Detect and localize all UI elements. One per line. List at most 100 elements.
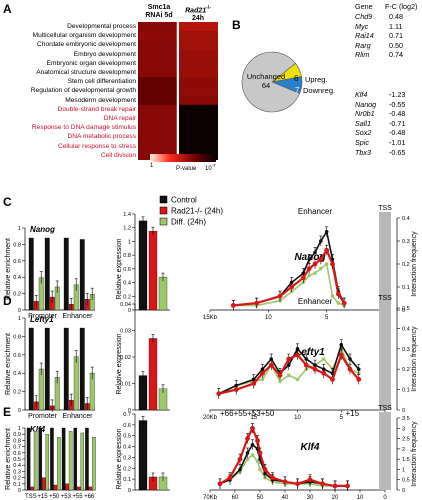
heatmap-cell <box>138 86 177 96</box>
c3-x-tick-label: 10 <box>265 315 272 321</box>
c3-point <box>277 293 283 299</box>
pie-unchanged-label: Unchanged <box>246 72 286 81</box>
c3-point <box>270 475 275 481</box>
chip-bar <box>79 327 85 411</box>
heatmap-col-header-2-line1: Rad21-/- <box>178 4 218 15</box>
expr-y-tick-label: 0.7 <box>123 412 131 418</box>
heatmap-col-header-2-line2: 24h <box>191 15 205 23</box>
c3-point <box>258 467 262 472</box>
c3-point <box>330 377 335 382</box>
c3-point <box>278 379 282 384</box>
expr-y-tick-label: 1 <box>128 239 131 245</box>
chip-bar <box>92 437 96 491</box>
gene-table-header-gene: Gene <box>355 2 373 11</box>
c3-x-tick-label: 5 <box>325 315 329 321</box>
ylabel-expression: Relative expression <box>116 428 123 489</box>
chip-group-label: +53 <box>61 494 72 500</box>
c3-point <box>250 442 255 447</box>
chip-bar <box>73 427 78 491</box>
chip-y-tick-label: 0 <box>18 308 21 314</box>
c3-point <box>255 459 260 464</box>
c3-enhancer-label: Enhancer <box>298 207 333 216</box>
chip-bar <box>63 237 69 311</box>
ylabel-expression: Relative expression <box>116 333 123 394</box>
panel-label-a: A <box>3 2 12 16</box>
heatmap-row-label: Stem cell differentiation <box>67 78 136 86</box>
c3-x-tick-label: 0 <box>383 495 387 500</box>
chip-y-tick-label: 1 <box>18 226 21 232</box>
c3-point <box>312 366 318 372</box>
c3-point <box>339 342 344 347</box>
chip-bar <box>77 486 81 491</box>
heatmap-cell <box>179 132 218 142</box>
c3-y-tick-label: 0.1 <box>402 285 410 291</box>
expr-y-tick-label: 0.03 <box>120 329 131 335</box>
expr-y-tick-label: 0.04 <box>120 302 131 308</box>
expr-y-tick-label: 1.4 <box>123 212 131 218</box>
heatmap-col-header-1: Smc1a RNAi 5d <box>138 4 180 20</box>
c3-point <box>318 257 324 262</box>
expr-bar <box>158 276 168 311</box>
gene-label-3c: Klf4 <box>301 442 320 453</box>
heatmap-cell <box>138 141 177 152</box>
heatmap-cell <box>179 40 218 50</box>
heatmap-row-label: Response to DNA damage stimulus <box>31 124 136 132</box>
gene-row: Tbx3 -0.65 <box>355 148 420 158</box>
gene-fc: 0.71 <box>389 31 403 41</box>
gene-row: Sall1 -0.71 <box>355 119 420 129</box>
expr-y-tick-label: 0.8 <box>123 253 131 259</box>
c3-site-label: +15 <box>346 409 360 418</box>
chip-bar <box>33 430 38 491</box>
c3-y-tick-label: 2.5 <box>402 437 410 443</box>
gene-name: Sox2 <box>355 128 372 138</box>
chip-bar <box>26 427 31 491</box>
heatmap-cell <box>179 86 218 96</box>
chip-bar <box>50 427 54 491</box>
expr-bar <box>148 230 158 311</box>
c3-y-tick-label: 0.1 <box>402 388 410 394</box>
gene-fc: -1.23 <box>389 90 406 99</box>
chip-bar <box>44 327 50 411</box>
gene-row: Sox2 -0.48 <box>355 128 420 138</box>
c3-point <box>330 294 335 299</box>
c3-point <box>345 483 350 489</box>
chip-group-label: +55 <box>72 494 83 500</box>
expr-y-tick-label: 0.5 <box>123 434 131 440</box>
chip-bar <box>30 486 34 491</box>
gene-name: Nanog <box>355 99 377 109</box>
c3-y-tick-label: 0.3 <box>402 347 410 353</box>
c3-x-tick-label: 30 <box>307 495 314 500</box>
heatmap-row-label: Anatomical structure development <box>36 69 136 77</box>
gene-name: Tbx3 <box>355 147 371 157</box>
heatmap-row-label: Developmental process <box>67 23 136 30</box>
chip-bar <box>45 434 50 491</box>
c3-point <box>286 356 292 362</box>
heatmap-col-header-1-line1: Smc1a <box>147 4 171 11</box>
c3-point <box>289 284 295 290</box>
c3-point <box>320 481 325 487</box>
heatmap-cell <box>179 68 218 78</box>
pie-up-value: 6 <box>294 74 299 83</box>
c3-point <box>356 367 361 372</box>
ylabel-enrichment: Relative enrichment <box>5 333 12 395</box>
heatmap-row-label: DNA metabolic process <box>67 133 136 141</box>
c3-y-tick-label: 0.5 <box>402 478 410 484</box>
chip-group-label: +66 <box>84 494 95 500</box>
c3-y-tick-label: 0 <box>402 488 405 494</box>
pie-down-value: 7 <box>295 86 300 95</box>
c3-y-tick-label: 0 <box>402 408 405 414</box>
chip-y-tick-label: 0.8 <box>13 242 21 248</box>
legend-swatch <box>159 206 168 215</box>
gene-name: Chd9 <box>355 12 373 21</box>
ylabel-interaction: Interaction frequency <box>411 326 418 392</box>
chip-y-tick-label: 0.8 <box>13 334 21 340</box>
pie-slice-unchanged <box>241 51 301 113</box>
c3-point <box>341 300 347 306</box>
c3-point <box>216 391 222 397</box>
scale-min: 1 <box>150 163 154 169</box>
expr-y-tick-label: 0.02 <box>120 355 131 361</box>
c3-y-tick-label: 3.5 <box>402 416 410 422</box>
gene-fc: -0.65 <box>389 147 406 157</box>
c3-point <box>307 273 311 278</box>
panel-label-b: B <box>232 18 241 32</box>
